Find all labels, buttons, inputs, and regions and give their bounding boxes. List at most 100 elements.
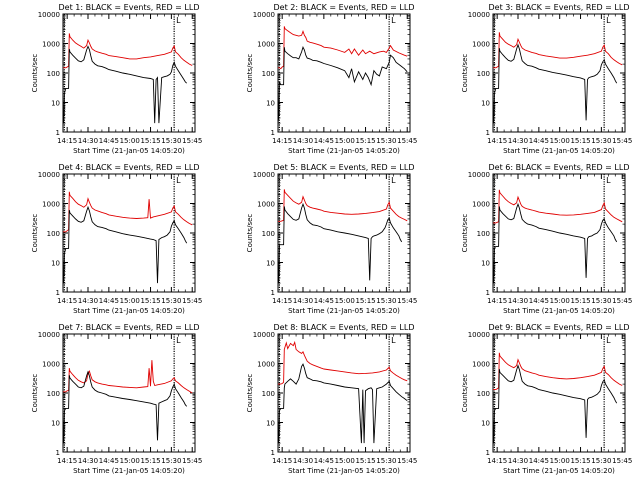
x-axis-label: Start Time (21-Jan-05 14:05:20) [73,147,185,155]
x-tick-label: 15:45 [182,297,202,305]
y-tick-label: 10000 [253,11,275,19]
x-tick-label: 14:30 [508,457,528,465]
x-axis-label: Start Time (21-Jan-05 14:05:20) [288,467,400,475]
chart-panel: Det 6: BLACK = Events, RED = LLD 1 10 100 10… [461,163,632,315]
x-tick-label: 15:45 [182,457,202,465]
x-tick-label: 14:15 [57,137,77,145]
y-axis-label: Counts/sec [461,54,469,93]
y-axis-label: Counts/sec [246,374,254,413]
series-line-lld [278,340,408,385]
x-axis-label: Start Time (21-Jan-05 14:05:20) [73,307,185,315]
y-tick-label: 10 [266,420,275,428]
y-tick-label: 1000 [472,41,490,49]
series-line-lld [278,26,408,70]
series-line-lld [278,189,408,222]
x-axis-label: Start Time (21-Jan-05 14:05:20) [288,307,400,315]
x-tick-label: 15:30 [591,457,611,465]
y-tick-label: 10 [51,420,60,428]
chart-panel: Det 4: BLACK = Events, RED = LLD 1 10 100 10… [31,163,202,315]
x-axis-label: Start Time (21-Jan-05 14:05:20) [288,147,400,155]
chart-panel: Det 7: BLACK = Events, RED = LLD 1 10 100 10… [31,323,202,475]
y-tick-label: 10000 [468,11,490,19]
y-tick-label: 10000 [38,171,60,179]
x-tick-label: 14:30 [78,137,98,145]
series-line-events [63,370,188,444]
y-axis-label: Counts/sec [31,54,39,93]
x-tick-label: 14:45 [529,297,549,305]
panel-title: Det 8: BLACK = Events, RED = LLD [274,323,415,332]
x-tick-label: 15:00 [335,137,355,145]
x-tick-label: 14:30 [293,297,313,305]
x-tick-label: 15:30 [591,137,611,145]
x-tick-label: 15:15 [355,457,375,465]
y-tick-label: 10000 [253,331,275,339]
y-tick-label: 10000 [38,11,60,19]
y-axis-label: Counts/sec [31,374,39,413]
x-tick-label: 15:30 [161,297,181,305]
y-tick-label: 100 [262,390,275,398]
y-tick-label: 1000 [42,361,60,369]
marker-label: L [176,176,181,185]
x-tick-label: 14:45 [529,137,549,145]
y-axis-label: Counts/sec [246,214,254,253]
y-axis-label: Counts/sec [461,374,469,413]
x-tick-label: 14:45 [99,297,119,305]
chart-panel: Det 2: BLACK = Events, RED = LLD 1 10 100 10… [246,3,417,155]
y-tick-label: 100 [477,390,490,398]
x-tick-label: 14:45 [314,137,334,145]
chart-panel: Det 9: BLACK = Events, RED = LLD 1 10 100 10… [461,323,632,475]
plot-frame [62,13,196,133]
y-tick-label: 1 [271,129,275,137]
series-line-events [278,202,403,284]
x-tick-label: 15:30 [161,137,181,145]
panel-title: Det 3: BLACK = Events, RED = LLD [489,3,630,12]
series-line-lld [493,352,623,391]
x-tick-label: 14:15 [487,457,507,465]
x-tick-label: 14:30 [78,297,98,305]
y-tick-label: 10 [481,260,490,268]
x-tick-label: 15:00 [120,137,140,145]
series-line-lld [63,191,193,233]
y-tick-label: 1000 [42,201,60,209]
x-tick-label: 14:30 [508,297,528,305]
x-tick-label: 14:30 [293,137,313,145]
x-tick-label: 14:15 [272,137,292,145]
x-tick-label: 15:45 [612,457,632,465]
x-tick-label: 15:15 [355,137,375,145]
x-tick-label: 15:30 [376,457,396,465]
series-line-lld [63,360,193,394]
y-tick-label: 100 [262,70,275,78]
series-line-events [493,43,618,124]
chart-panel: Det 3: BLACK = Events, RED = LLD 1 10 100 10… [461,3,632,155]
series-line-events [493,364,618,444]
x-axis-label: Start Time (21-Jan-05 14:05:20) [503,467,615,475]
series-line-events [63,45,188,124]
x-tick-label: 15:00 [120,297,140,305]
panel-title: Det 7: BLACK = Events, RED = LLD [59,323,200,332]
y-axis-label: Counts/sec [246,54,254,93]
x-tick-label: 15:00 [550,457,570,465]
panel-title: Det 9: BLACK = Events, RED = LLD [489,323,630,332]
y-tick-label: 10 [266,260,275,268]
x-tick-label: 15:15 [570,137,590,145]
x-tick-label: 15:30 [161,457,181,465]
series-line-events [63,205,188,284]
y-tick-label: 10000 [468,171,490,179]
x-tick-label: 15:15 [355,297,375,305]
y-tick-label: 10 [51,260,60,268]
x-tick-label: 15:15 [140,297,160,305]
x-tick-label: 14:45 [99,457,119,465]
y-tick-label: 1 [56,129,60,137]
marker-label: L [606,336,611,345]
y-tick-label: 1 [486,129,490,137]
x-tick-label: 15:45 [182,137,202,145]
panel-title: Det 1: BLACK = Events, RED = LLD [59,3,200,12]
y-tick-label: 10 [481,100,490,108]
series-line-lld [493,32,623,69]
x-tick-label: 14:15 [272,457,292,465]
y-tick-label: 100 [262,230,275,238]
y-tick-label: 10 [481,420,490,428]
x-tick-label: 14:45 [99,137,119,145]
marker-label: L [606,16,611,25]
